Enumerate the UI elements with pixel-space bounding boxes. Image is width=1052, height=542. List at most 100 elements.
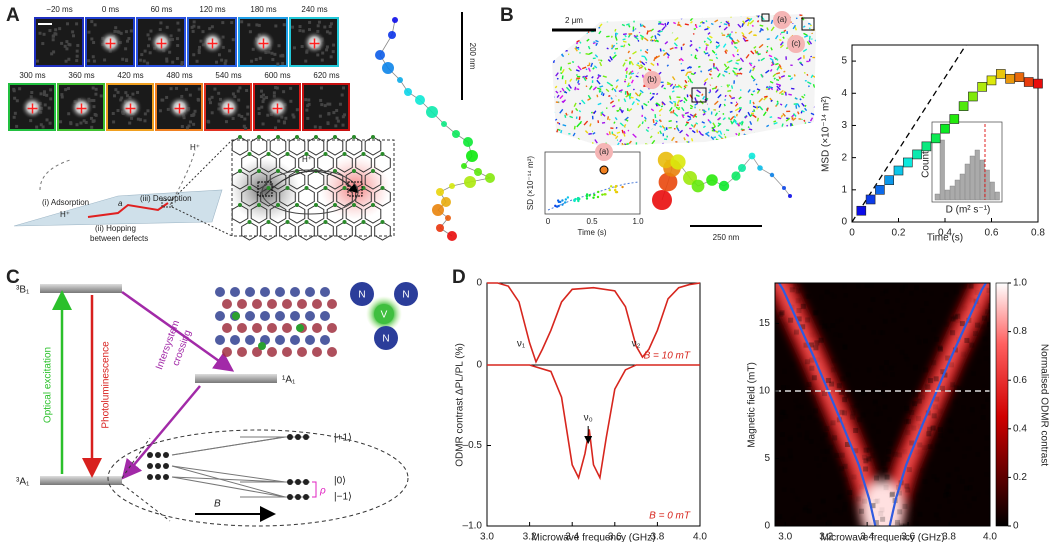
sd-point [604, 193, 607, 196]
track [612, 54, 617, 59]
noise [165, 95, 169, 99]
noise [48, 29, 52, 33]
hexagon [326, 204, 344, 224]
noise [42, 93, 46, 97]
colorbar-label: Normalised ODMR contrast [1038, 344, 1049, 466]
track [690, 72, 695, 76]
track [766, 135, 772, 139]
noise [90, 125, 94, 129]
texture [955, 317, 961, 323]
track [581, 66, 587, 70]
track [683, 85, 687, 89]
noise [51, 38, 55, 42]
track [571, 110, 574, 114]
atom [282, 347, 292, 357]
texture [988, 371, 990, 377]
frame-time: 120 ms [199, 5, 225, 14]
track [659, 125, 663, 128]
track [639, 60, 642, 63]
track [583, 76, 587, 82]
track [748, 17, 753, 22]
texture [850, 410, 856, 416]
track [662, 14, 665, 15]
atom [312, 299, 322, 309]
cross [272, 103, 283, 114]
track [769, 68, 773, 72]
noise [142, 59, 146, 63]
track [693, 27, 697, 31]
scale-label: 250 nm [713, 233, 740, 242]
texture [812, 310, 818, 316]
hexagon [260, 221, 277, 241]
texture [832, 431, 837, 436]
track [554, 85, 558, 89]
track [552, 20, 555, 23]
atom [238, 203, 242, 207]
track [726, 84, 729, 88]
track [724, 94, 727, 98]
texture [813, 456, 819, 462]
track [611, 132, 617, 137]
msd-point [1023, 77, 1034, 87]
track [639, 89, 644, 94]
noise [64, 59, 68, 63]
track [662, 52, 668, 57]
atom [215, 287, 225, 297]
noise [91, 119, 95, 123]
texture [887, 417, 893, 423]
texture [947, 498, 953, 504]
transition-label: Photoluminescence [101, 341, 112, 429]
texture [863, 458, 869, 464]
noise [158, 109, 162, 113]
track [600, 59, 603, 62]
atom [252, 347, 262, 357]
texture [933, 376, 939, 382]
track [814, 122, 816, 125]
track [750, 75, 755, 80]
noise [237, 98, 241, 102]
track [680, 62, 683, 65]
track [640, 64, 644, 68]
track [653, 15, 657, 20]
texture [804, 293, 810, 299]
track [637, 124, 642, 129]
track [561, 68, 565, 74]
texture [960, 478, 966, 484]
noise [15, 124, 19, 128]
noise [321, 51, 325, 55]
texture [974, 322, 980, 328]
texture [969, 297, 975, 303]
track [794, 97, 798, 100]
cross [105, 38, 116, 49]
msd-point [940, 123, 950, 134]
track [664, 22, 667, 27]
trajectory-point [731, 171, 741, 181]
track [602, 75, 607, 78]
noise [121, 57, 125, 61]
texture [855, 367, 860, 372]
hexagon [355, 221, 372, 241]
texture [778, 311, 784, 317]
track [714, 89, 719, 94]
texture [980, 324, 986, 330]
texture [988, 303, 990, 309]
atom [275, 335, 285, 345]
texture [947, 427, 953, 433]
track [558, 122, 561, 125]
track [592, 86, 597, 91]
track [736, 49, 739, 53]
track [659, 114, 662, 117]
track [685, 121, 690, 124]
noise [318, 125, 322, 129]
texture [873, 475, 879, 481]
atom [285, 220, 290, 224]
noise [41, 125, 45, 129]
atom [266, 220, 271, 224]
label: between defects [90, 234, 148, 243]
noise [146, 33, 150, 37]
sd-point [563, 201, 567, 204]
texture [919, 308, 925, 314]
track [627, 129, 630, 132]
texture [888, 308, 894, 314]
